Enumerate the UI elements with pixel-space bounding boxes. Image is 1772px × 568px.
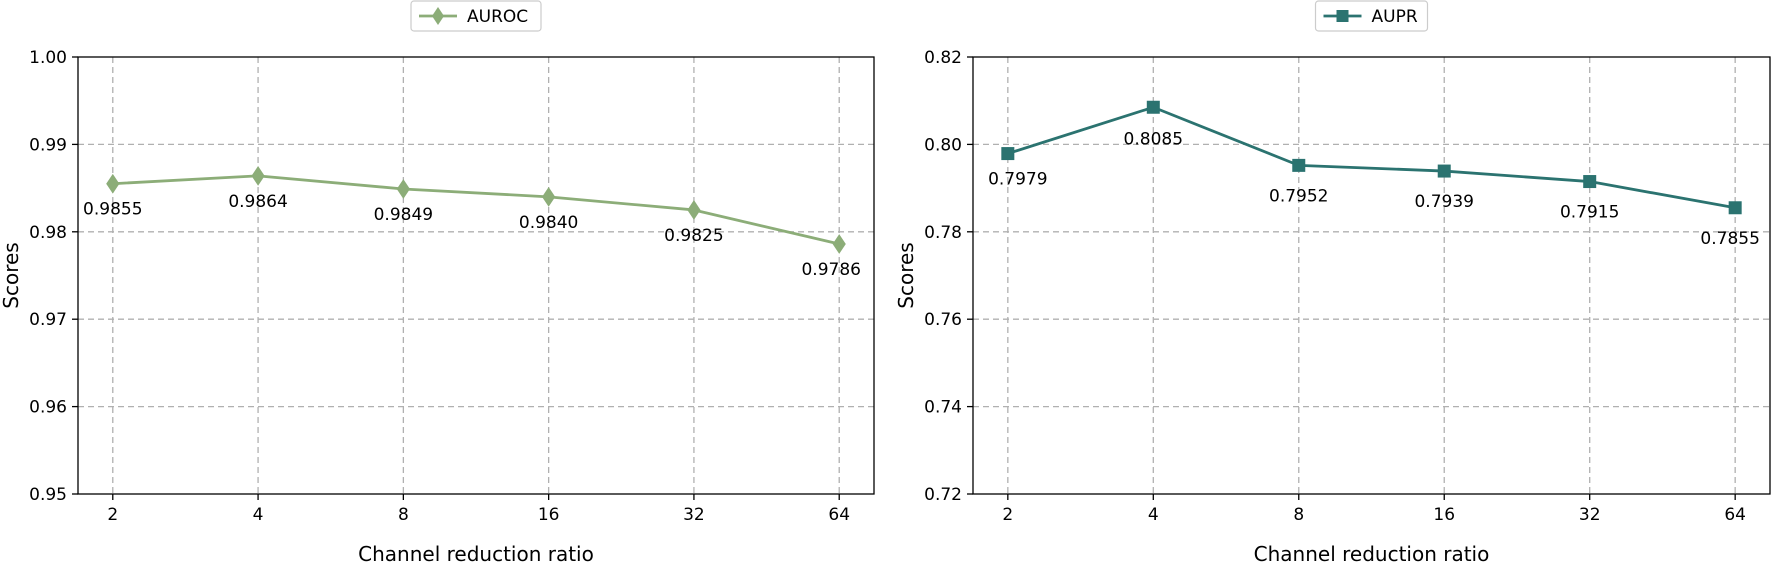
data-point-marker — [542, 186, 556, 207]
y-tick-label: 0.99 — [29, 135, 67, 155]
x-tick-label: 4 — [1148, 505, 1159, 525]
x-tick-label: 2 — [107, 505, 118, 525]
y-tick-label: 0.78 — [924, 223, 962, 243]
series-line-auroc — [112, 174, 840, 246]
data-point-marker — [1146, 100, 1160, 114]
plot-frame — [77, 56, 875, 495]
data-point-marker — [832, 234, 846, 254]
y-tick-label: 0.97 — [29, 310, 67, 330]
legend-label: AUROC — [467, 7, 528, 27]
x-tick-label: 64 — [828, 505, 850, 525]
x-tick-label: 32 — [683, 505, 705, 525]
data-point-marker — [1292, 158, 1306, 172]
data-label: 0.9864 — [228, 192, 287, 212]
y-tick-label: 0.96 — [29, 398, 67, 418]
data-point-marker — [1728, 201, 1742, 215]
data-label: 0.9825 — [664, 226, 723, 246]
chart-panel-0 — [72, 0, 875, 500]
series-line-aupr — [1007, 105, 1736, 210]
plot-frame — [972, 56, 1771, 495]
data-label: 0.7939 — [1414, 192, 1473, 212]
legend-box — [1314, 0, 1429, 32]
x-axis-label: Channel reduction ratio — [1254, 542, 1490, 564]
legend-marker — [1336, 10, 1349, 22]
data-label: 0.9840 — [519, 213, 578, 233]
y-tick-label: 0.95 — [29, 485, 67, 505]
x-tick-label: 16 — [1433, 505, 1455, 525]
data-label: 0.9849 — [374, 205, 433, 225]
data-label: 0.7855 — [1700, 229, 1759, 249]
legend-marker — [432, 7, 444, 25]
x-tick-label: 32 — [1579, 505, 1601, 525]
legend-box — [410, 0, 542, 32]
y-axis-label: Scores — [894, 242, 918, 308]
x-tick-label: 2 — [1002, 505, 1013, 525]
data-label: 0.9786 — [801, 260, 860, 280]
x-tick-label: 4 — [253, 505, 264, 525]
legend-label: AUPR — [1372, 7, 1418, 27]
data-label: 0.8085 — [1124, 129, 1183, 149]
data-label: 0.7915 — [1560, 203, 1619, 223]
data-point-marker — [1437, 164, 1451, 178]
y-tick-label: 0.82 — [924, 48, 962, 68]
data-point-marker — [1583, 175, 1597, 189]
y-tick-label: 0.74 — [924, 398, 962, 418]
data-label: 0.9855 — [83, 200, 142, 220]
y-tick-label: 0.76 — [924, 310, 962, 330]
chart-panel-1 — [967, 0, 1771, 500]
data-label: 0.7979 — [988, 170, 1047, 190]
data-point-marker — [396, 179, 410, 199]
x-tick-label: 8 — [398, 505, 409, 525]
x-tick-label: 8 — [1293, 505, 1304, 525]
y-tick-label: 1.00 — [29, 48, 67, 68]
y-tick-label: 0.72 — [924, 485, 962, 505]
data-point-marker — [687, 200, 701, 220]
y-tick-label: 0.80 — [924, 135, 962, 155]
data-point-marker — [251, 165, 265, 186]
x-tick-label: 16 — [538, 505, 560, 525]
x-tick-label: 64 — [1724, 505, 1746, 525]
y-tick-label: 0.98 — [29, 223, 67, 243]
data-point-marker — [106, 173, 120, 194]
data-point-marker — [1001, 147, 1015, 161]
y-axis-label: Scores — [0, 242, 23, 308]
data-label: 0.7952 — [1269, 186, 1328, 206]
x-axis-label: Channel reduction ratio — [358, 542, 594, 564]
